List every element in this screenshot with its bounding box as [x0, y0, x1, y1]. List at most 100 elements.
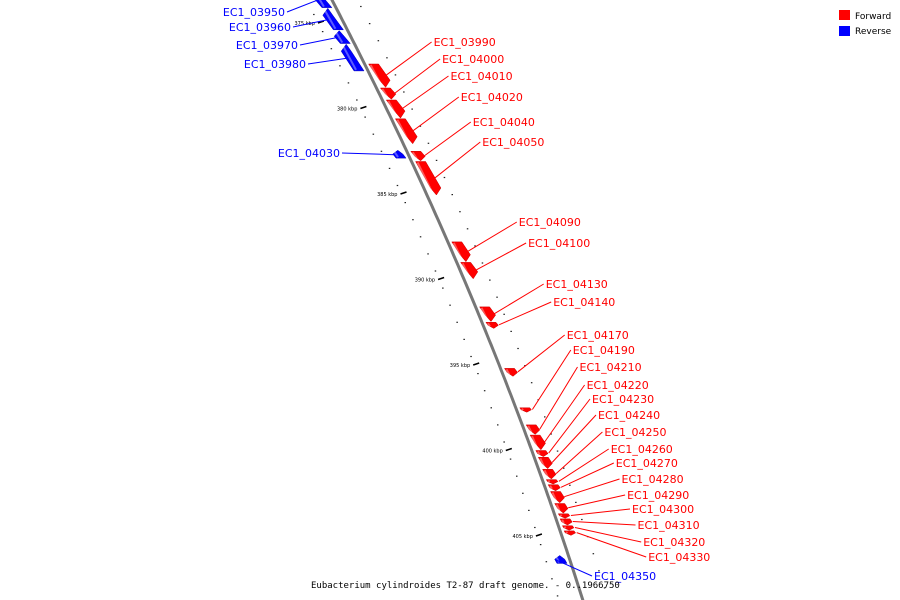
gene-label[interactable]: EC1_04300	[632, 503, 694, 516]
gene-feature[interactable]	[392, 149, 407, 159]
gene-label[interactable]: EC1_03960	[229, 21, 291, 34]
gene-label[interactable]: EC1_04260	[611, 443, 673, 456]
gene-feature[interactable]	[557, 513, 571, 519]
gene-leader-line	[555, 431, 603, 474]
gene-label[interactable]: EC1_03950	[223, 6, 285, 19]
gene-feature[interactable]	[547, 484, 561, 492]
gene-label[interactable]: EC1_03970	[236, 39, 298, 52]
gene-label[interactable]: EC1_04030	[278, 147, 340, 160]
gene-feature[interactable]	[485, 322, 499, 329]
gene-feature[interactable]	[410, 151, 426, 162]
gene-label[interactable]: EC1_04040	[473, 116, 535, 129]
major-tick-mark	[400, 191, 407, 195]
minor-tick-upper	[451, 194, 453, 196]
gene-label[interactable]: EC1_04010	[451, 70, 513, 83]
gene-leader-line	[498, 301, 552, 326]
gene-feature[interactable]	[561, 525, 575, 531]
gene-leader-line	[385, 41, 432, 76]
gene-feature-highlight	[393, 151, 399, 158]
gene-leader-line	[299, 37, 338, 46]
gene-feature[interactable]	[550, 491, 565, 504]
gene-feature[interactable]	[385, 99, 406, 119]
gene-label[interactable]: EC1_04140	[553, 296, 615, 309]
gene-feature[interactable]	[529, 434, 546, 451]
gene-leader-line	[576, 532, 647, 558]
gene-feature[interactable]	[314, 0, 333, 8]
gene-feature[interactable]	[537, 457, 553, 469]
gene-feature[interactable]	[460, 262, 479, 280]
gene-feature[interactable]	[394, 118, 418, 145]
minor-tick-upper	[360, 5, 362, 8]
gene-label[interactable]: EC1_04350	[594, 570, 656, 583]
gene-feature[interactable]	[535, 450, 549, 457]
gene-feature[interactable]	[379, 87, 397, 100]
gene-label[interactable]: EC1_04090	[519, 216, 581, 229]
minor-tick-lower	[497, 424, 499, 426]
minor-tick-lower	[347, 82, 350, 84]
gene-feature[interactable]	[519, 407, 532, 413]
minor-tick-upper	[419, 125, 422, 127]
gene-feature[interactable]	[479, 306, 496, 322]
gene-feature[interactable]	[525, 424, 541, 435]
gene-feature-highlight	[505, 368, 511, 375]
minor-tick-upper	[435, 159, 438, 161]
gene-label[interactable]: EC1_04270	[616, 457, 678, 470]
gene-feature[interactable]	[563, 530, 576, 536]
gene-feature[interactable]	[451, 241, 471, 263]
tick-label: 390 kbp	[415, 278, 435, 284]
gene-leader-line	[494, 283, 544, 315]
gene-feature[interactable]	[340, 43, 365, 72]
gene-feature[interactable]	[554, 555, 568, 564]
gene-label[interactable]: EC1_04210	[580, 361, 642, 374]
minor-tick-lower	[404, 202, 406, 204]
tick-label: 400 kbp	[482, 449, 502, 455]
gene-label[interactable]: EC1_04240	[598, 409, 660, 422]
gene-feature[interactable]	[545, 479, 559, 485]
gene-label[interactable]: EC1_04100	[528, 237, 590, 250]
minor-tick-upper	[411, 108, 413, 110]
minor-tick-upper	[510, 330, 512, 332]
gene-label[interactable]: EC1_04280	[622, 473, 684, 486]
gene-label[interactable]: EC1_04220	[587, 379, 649, 392]
gene-label[interactable]: EC1_04170	[567, 329, 629, 342]
minor-tick-lower	[372, 133, 375, 135]
gene-leader-line	[560, 462, 615, 488]
tick-label: 385 kbp	[377, 192, 397, 198]
gene-leader-line	[531, 349, 572, 410]
gene-feature-highlight	[549, 485, 553, 490]
gene-label[interactable]: EC1_04290	[627, 489, 689, 502]
minor-tick-upper	[592, 553, 595, 555]
gene-label[interactable]: EC1_04320	[643, 536, 705, 549]
minor-tick-upper	[489, 279, 491, 281]
gene-label[interactable]: EC1_03990	[434, 36, 496, 49]
gene-label[interactable]: EC1_04000	[442, 53, 504, 66]
gene-feature-highlight	[555, 504, 561, 512]
gene-label[interactable]: EC1_04050	[482, 136, 544, 149]
minor-tick-lower	[539, 544, 542, 546]
gene-label[interactable]: EC1_04230	[592, 393, 654, 406]
gene-feature[interactable]	[559, 518, 573, 526]
gene-label[interactable]: EC1_03980	[244, 58, 306, 71]
gene-feature[interactable]	[542, 469, 557, 480]
backbone-line	[330, 0, 585, 600]
gene-feature[interactable]	[368, 63, 391, 88]
gene-label[interactable]: EC1_04330	[648, 551, 710, 564]
gene-feature-highlight	[487, 322, 491, 327]
gene-label[interactable]: EC1_04020	[461, 91, 523, 104]
gene-label[interactable]: EC1_04310	[638, 519, 700, 532]
minor-tick-lower	[434, 270, 437, 272]
legend: Forward Reverse	[839, 10, 892, 37]
genome-backbone	[330, 0, 585, 600]
gene-label[interactable]: EC1_04250	[604, 426, 666, 439]
minor-tick-lower	[456, 321, 458, 323]
gene-feature-highlight	[342, 45, 357, 71]
gene-feature[interactable]	[322, 7, 344, 31]
gene-label[interactable]: EC1_04130	[546, 278, 608, 291]
gene-leader-line	[402, 75, 449, 109]
gene-feature[interactable]	[504, 368, 518, 377]
gene-feature[interactable]	[415, 161, 442, 196]
minor-tick-lower	[388, 167, 391, 169]
gene-label[interactable]: EC1_04190	[573, 344, 635, 357]
gene-feature[interactable]	[554, 503, 569, 514]
gene-feature[interactable]	[333, 30, 351, 44]
